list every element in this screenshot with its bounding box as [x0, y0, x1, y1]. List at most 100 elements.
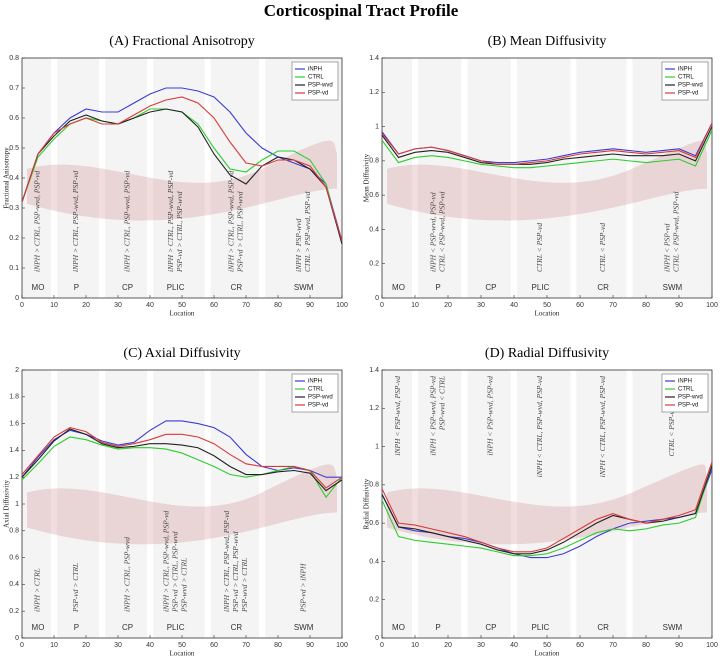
- y-tick-label: 0.7: [9, 85, 19, 92]
- y-tick-label: 0.4: [369, 226, 379, 233]
- panel-title: (C) Axial Diffusivity: [123, 346, 240, 361]
- series-line: [381, 126, 713, 165]
- legend-label: PSP-wvd: [308, 395, 333, 401]
- annotation: iNPH > CTRL, PSP-wvd, PSP-vd: [122, 170, 131, 272]
- series-line: [21, 87, 343, 242]
- annotation: iNPH < CTRL, PSP-wvd, PSP-vd: [535, 376, 544, 478]
- series-line: [381, 461, 713, 553]
- x-axis-label: Location: [170, 310, 195, 318]
- x-axis-label: Location: [170, 650, 195, 658]
- tract-ribbon: [27, 140, 337, 221]
- y-tick-label: 0.4: [9, 581, 19, 588]
- x-tick-label: 60: [210, 302, 218, 309]
- x-axis-label: Location: [535, 650, 560, 658]
- region-divider: [412, 370, 418, 638]
- x-tick-label: 50: [178, 642, 186, 649]
- panel-title: (A) Fractional Anisotropy: [109, 34, 254, 49]
- region-label: PLIC: [532, 623, 550, 632]
- annotation: PSP-wvd > CTRL: [240, 558, 249, 613]
- y-tick-label: 0: [15, 635, 19, 642]
- region-divider: [147, 370, 153, 638]
- y-tick-label: 1.2: [369, 89, 379, 96]
- y-tick-label: 0.8: [369, 158, 379, 165]
- region-label: MO: [32, 283, 45, 292]
- y-tick-label: 0.5: [9, 145, 19, 152]
- region-label: SWM: [294, 623, 314, 632]
- annotation: iNPH < PSP-wvd, PSP-vd: [393, 376, 402, 456]
- x-tick-label: 90: [306, 642, 314, 649]
- y-tick-label: 1: [15, 501, 19, 508]
- annotation: PSP-vd > CTRL, PSP-wvd: [170, 531, 179, 613]
- legend-label: iNPH: [678, 379, 692, 385]
- region-label: SWM: [663, 623, 683, 632]
- annotation: PSP-wvd > CTRL: [179, 558, 188, 613]
- y-tick-label: 0.4: [9, 175, 19, 182]
- y-tick-label: 0: [375, 295, 379, 302]
- annotation: iNPH > CTRL: [33, 568, 42, 612]
- annotation: iNPH > CTRL, PSP-wvd, PSP-vd: [227, 170, 236, 272]
- annotation: iNPH > CTRL, PSP-wvd, PSP-vd: [161, 510, 170, 612]
- x-tick-label: 80: [274, 302, 282, 309]
- legend-label: PSP-wvd: [678, 83, 703, 89]
- region-divider: [204, 370, 211, 638]
- series-line: [21, 96, 343, 242]
- x-tick-label: 20: [444, 302, 452, 309]
- panel: (D) Radial Diffusivity 0 0.2 0.4 0.6 0.8 1 1.2 1…: [363, 346, 718, 657]
- y-axis-label: Axial Diffusivity: [3, 480, 11, 528]
- region-divider: [51, 58, 57, 298]
- x-tick-label: 50: [543, 642, 551, 649]
- region-divider: [204, 58, 211, 298]
- y-tick-label: 0.8: [9, 528, 19, 535]
- annotation: PSP-vd > CTRL, PSP-wvd: [236, 191, 245, 273]
- annotation: CTRL < PSP-vd: [598, 223, 607, 272]
- y-tick-label: 1.2: [369, 405, 379, 412]
- annotation: PSP-vd > CTRL, PSP-wvd: [231, 531, 240, 613]
- region-label: CR: [231, 623, 243, 632]
- region-label: SWM: [294, 283, 314, 292]
- x-tick-label: 0: [20, 302, 24, 309]
- plot-background: [382, 58, 712, 298]
- y-tick-label: 0.6: [9, 554, 19, 561]
- x-tick-label: 0: [380, 642, 384, 649]
- region-label: P: [74, 623, 79, 632]
- region-label: MO: [392, 283, 405, 292]
- y-tick-label: 0.1: [9, 265, 19, 272]
- x-tick-label: 30: [114, 302, 122, 309]
- region-divider: [461, 58, 468, 298]
- x-tick-label: 40: [510, 302, 518, 309]
- annotation: iNPH < PSP-wvd, PSP-vd: [428, 192, 437, 272]
- region-divider: [461, 370, 468, 638]
- legend-label: PSP-wvd: [678, 395, 703, 401]
- region-divider: [570, 58, 577, 298]
- y-tick-label: 0.6: [369, 192, 379, 199]
- legend-box: [661, 61, 709, 101]
- x-tick-label: 80: [274, 642, 282, 649]
- x-tick-label: 80: [642, 302, 650, 309]
- annotation: iNPH > CTRL, PSP-wvd, PSP-vd: [71, 170, 80, 272]
- annotation: iNPH < PSP-wvd, PSP-vd: [428, 376, 437, 456]
- region-label: SWM: [663, 283, 683, 292]
- y-tick-label: 1.4: [9, 447, 19, 454]
- series-line: [21, 428, 343, 492]
- x-tick-label: 70: [242, 642, 250, 649]
- panel: (A) Fractional Anisotropy 0 0.1 0.2 0.3 0.4 0.…: [3, 34, 348, 317]
- region-divider: [99, 58, 105, 298]
- region-label: CP: [122, 283, 133, 292]
- x-tick-label: 100: [706, 302, 718, 309]
- series-line: [381, 465, 713, 557]
- y-tick-label: 0: [15, 295, 19, 302]
- tract-ribbon: [27, 464, 337, 545]
- y-tick-label: 1: [375, 443, 379, 450]
- region-label: P: [435, 623, 440, 632]
- y-tick-label: 0.2: [9, 608, 19, 615]
- panel-title: (B) Mean Diffusivity: [488, 34, 607, 49]
- x-tick-label: 90: [306, 302, 314, 309]
- y-tick-label: 2: [15, 367, 19, 374]
- annotation: iNPH < CTRL, PSP-wvd, PSP-vd: [598, 376, 607, 478]
- x-tick-label: 0: [20, 642, 24, 649]
- plot-background: [22, 58, 342, 298]
- region-label: CP: [485, 283, 496, 292]
- y-tick-label: 1.4: [369, 367, 379, 374]
- x-tick-label: 10: [50, 302, 58, 309]
- region-divider: [626, 58, 633, 298]
